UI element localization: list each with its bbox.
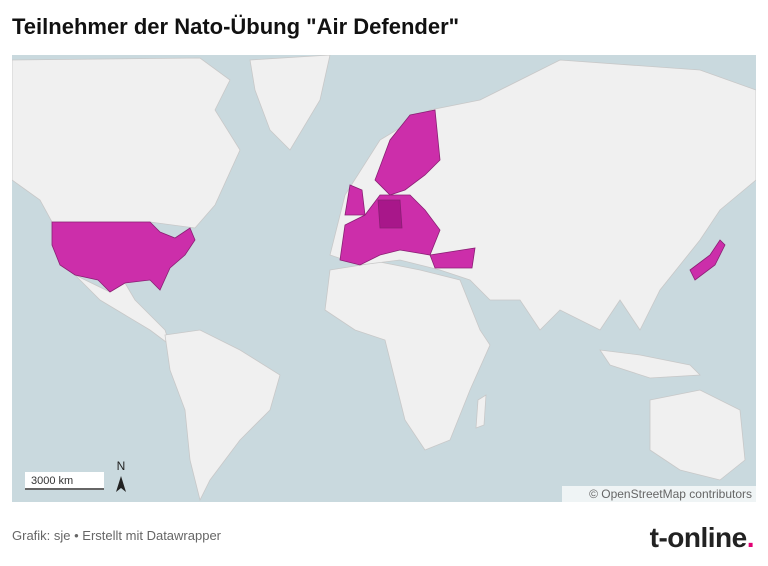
chart-title: Teilnehmer der Nato-Übung "Air Defender": [12, 14, 460, 39]
attribution-box: [562, 486, 756, 502]
australia: [649, 389, 746, 481]
north-label: N: [117, 459, 126, 473]
logo: t-online.: [649, 522, 755, 554]
south-america: [164, 329, 281, 502]
madagascar: [475, 394, 487, 429]
uk: [344, 184, 366, 216]
turkey: [429, 247, 476, 269]
scale-box: [25, 472, 104, 490]
japan: [689, 239, 726, 281]
western-europe: [339, 194, 441, 266]
germany: [377, 199, 403, 229]
nordic-countries: [374, 109, 441, 196]
logo-text: t-online: [649, 522, 748, 553]
map: 3000 km N © OpenStreetMap contributors: [12, 55, 756, 502]
greenland: [249, 55, 331, 151]
attribution: © OpenStreetMap contributors: [589, 487, 752, 501]
credit: Grafik: sje • Erstellt mit Datawrapper: [12, 528, 221, 543]
usa: [51, 221, 196, 293]
africa: [324, 261, 491, 451]
logo-dot: .: [746, 522, 755, 553]
canada: [12, 57, 241, 229]
indonesia: [599, 349, 701, 379]
scale-label: 3000 km: [31, 475, 73, 487]
north-arrow: [116, 476, 126, 492]
